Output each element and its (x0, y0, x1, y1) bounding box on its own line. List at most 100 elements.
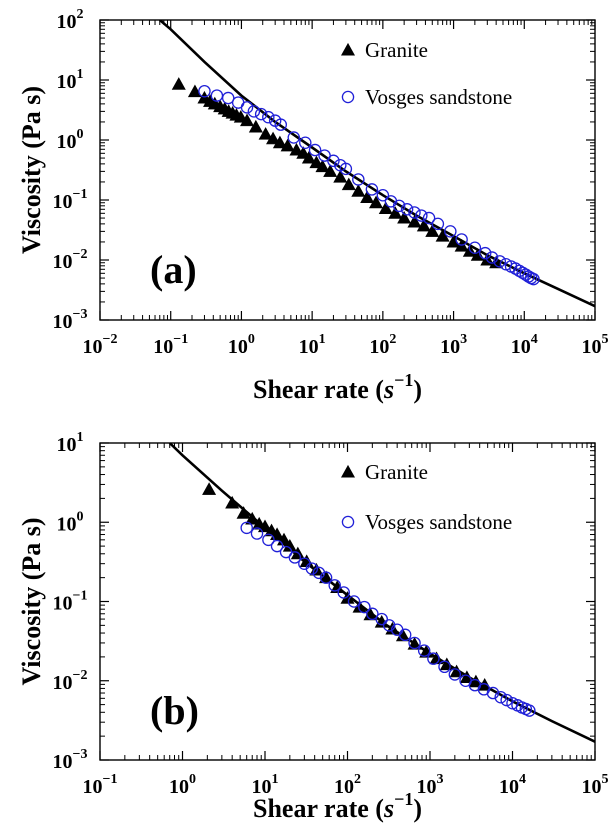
x-axis-title: Shear rate (s−1) (253, 370, 422, 404)
data-point (375, 612, 388, 626)
x-tick-label: 104 (499, 772, 526, 798)
chart-panel-b: 10−1 100 101 102 103 104 105 10−3 10−2 10−1 100 101… (17, 430, 609, 823)
data-point (240, 521, 253, 535)
x-tick-label: 10−2 (83, 332, 118, 358)
plot-area (168, 443, 595, 743)
data-point (323, 164, 338, 177)
data-point (236, 506, 251, 519)
data-point (210, 89, 224, 102)
y-tick-label: 10−3 (53, 307, 88, 333)
legend-marker (341, 90, 355, 104)
panel-label: (a) (150, 247, 197, 292)
data-point (308, 143, 322, 157)
data-point (468, 241, 482, 255)
data-point (270, 539, 284, 553)
x-tick-label: 102 (334, 772, 361, 798)
y-tick-label: 10−1 (53, 187, 88, 213)
data-point (376, 188, 390, 202)
data-point (351, 184, 366, 197)
data-point (422, 211, 436, 225)
data-point (407, 214, 422, 228)
data-point (417, 644, 431, 657)
data-point (513, 264, 526, 278)
data-point (398, 628, 412, 642)
data-point (431, 217, 445, 231)
plot-area (158, 20, 595, 308)
legend: Granite Vosges sandstone (340, 38, 512, 109)
data-point (187, 84, 202, 98)
model-fit-line (158, 20, 595, 308)
data-point (455, 233, 468, 246)
y-tick-label: 10−2 (53, 668, 88, 694)
data-point (333, 170, 348, 183)
data-point (347, 595, 361, 608)
legend-marker (340, 42, 356, 56)
x-tick-label: 10−1 (153, 332, 188, 358)
x-tick-label: 104 (511, 332, 538, 358)
data-point (337, 586, 350, 599)
data-point (408, 636, 421, 650)
plot-frame (99, 19, 596, 321)
data-point (366, 607, 379, 621)
data-point (327, 154, 340, 168)
x-tick-label: 101 (299, 332, 326, 358)
y-tick-label: 10−1 (53, 589, 88, 615)
data-point (198, 84, 211, 98)
data-point (287, 131, 301, 144)
data-point (427, 652, 440, 665)
data-point (282, 538, 297, 552)
data-point (352, 173, 365, 186)
y-tick-label: 101 (57, 67, 84, 93)
data-point (416, 218, 431, 232)
data-point (258, 127, 273, 140)
x-tick-label: 105 (582, 332, 609, 358)
x-tick-label: 100 (228, 332, 255, 358)
axis-ticks (99, 442, 596, 761)
data-point (272, 135, 287, 149)
data-point (365, 183, 379, 196)
data-point (397, 210, 412, 224)
data-point (245, 511, 260, 525)
data-point (280, 138, 295, 152)
data-point (358, 600, 371, 614)
plot-frame (99, 442, 596, 761)
data-point (240, 113, 255, 127)
data-point (171, 77, 186, 90)
x-tick-label: 102 (369, 332, 396, 358)
data-point (301, 150, 316, 164)
legend-label: Vosges sandstone (365, 85, 512, 109)
data-point (257, 519, 273, 533)
model-fit-line (168, 443, 595, 743)
data-point (274, 118, 288, 131)
data-point (448, 668, 462, 681)
data-point (438, 660, 451, 674)
axis-ticks (99, 19, 596, 321)
x-tick-label: 10−1 (83, 772, 118, 798)
data-point (444, 225, 457, 238)
data-point (262, 110, 275, 124)
data-point (305, 562, 319, 575)
legend-marker (340, 464, 356, 478)
legend-label: Vosges sandstone (365, 510, 512, 534)
data-point (248, 119, 263, 133)
data-point (392, 199, 406, 213)
data-point (262, 533, 275, 547)
y-tick-label: 100 (57, 509, 84, 535)
y-tick-label: 100 (57, 127, 84, 153)
data-point (221, 91, 235, 105)
legend-marker (341, 515, 355, 529)
data-point (494, 690, 507, 704)
data-point (378, 201, 393, 215)
series-vosges-sandstone (240, 521, 536, 717)
data-point (289, 142, 304, 156)
data-point (247, 105, 261, 118)
x-tick-label: 103 (440, 332, 467, 358)
data-point (341, 177, 356, 191)
x-tick-label: 101 (252, 772, 279, 798)
data-point (486, 686, 500, 700)
data-point (288, 551, 302, 564)
y-tick-label: 10−2 (53, 247, 88, 273)
x-tick-label: 100 (169, 772, 196, 798)
data-point (368, 195, 384, 209)
